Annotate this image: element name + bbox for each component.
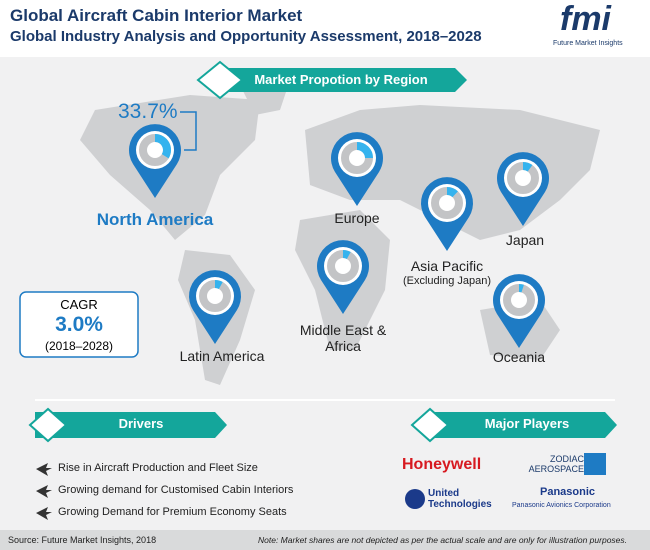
region-heading: Market Propotion by Region — [254, 72, 428, 87]
region-label: Japan — [505, 232, 545, 248]
company: Honeywell — [402, 456, 482, 473]
share-arc — [446, 187, 458, 198]
utc-mark — [405, 489, 425, 509]
globe-icon — [196, 60, 244, 100]
share-arc — [522, 162, 533, 172]
note: Note: Market shares are not depicted as … — [258, 535, 628, 545]
share-arc — [154, 134, 171, 159]
region-note: (Excluding Japan) — [402, 275, 492, 287]
title: Global Aircraft Cabin Interior Market — [10, 6, 303, 25]
driver-item: Growing demand for Customised Cabin Inte… — [58, 484, 294, 496]
cagr-value: 3.0% — [55, 313, 103, 336]
players-heading: Major Players — [484, 416, 570, 431]
zodiac-mark — [584, 453, 606, 475]
company: ZODIAC AEROSPACE — [528, 454, 584, 474]
region-label: Asia Pacific — [410, 258, 484, 274]
players-banner — [430, 412, 617, 438]
footer-bar — [0, 530, 650, 550]
subtitle: Global Industry Analysis and Opportunity… — [10, 28, 482, 45]
company: United Technologies — [428, 488, 492, 510]
plane-icon — [36, 485, 52, 498]
region-banner — [215, 68, 467, 92]
driver-item: Growing Demand for Premium Economy Seats — [58, 506, 287, 518]
share-arc — [356, 142, 373, 159]
region-label: Europe — [334, 210, 380, 226]
cagr-period: (2018–2028) — [44, 339, 114, 353]
players-icon — [410, 407, 450, 443]
region-label: Oceania — [492, 349, 546, 365]
logo-name: Future Market Insights — [553, 40, 623, 47]
share-arc — [214, 280, 223, 290]
drivers-banner — [35, 412, 227, 438]
drivers-icon — [28, 407, 68, 443]
plane-icon — [36, 507, 52, 520]
drivers-heading: Drivers — [118, 416, 164, 431]
driver-item: Rise in Aircraft Production and Fleet Si… — [58, 462, 258, 474]
logo-mark: fmi — [560, 0, 611, 38]
share-label: 33.7% — [118, 100, 178, 123]
header — [0, 0, 650, 57]
region-label: North America — [96, 210, 214, 229]
share-arc — [342, 250, 351, 260]
region-label: Middle East & Africa — [299, 322, 387, 354]
company-note: Panasonic Avionics Corporation — [512, 502, 611, 509]
region-label: Latin America — [179, 348, 265, 364]
cagr-label: CAGR — [60, 297, 98, 312]
source: Source: Future Market Insights, 2018 — [8, 535, 157, 545]
callout-line — [180, 111, 197, 151]
share-arc — [518, 284, 524, 293]
cagr-box — [19, 291, 139, 358]
company: Panasonic — [540, 486, 596, 498]
plane-icon — [36, 463, 52, 476]
